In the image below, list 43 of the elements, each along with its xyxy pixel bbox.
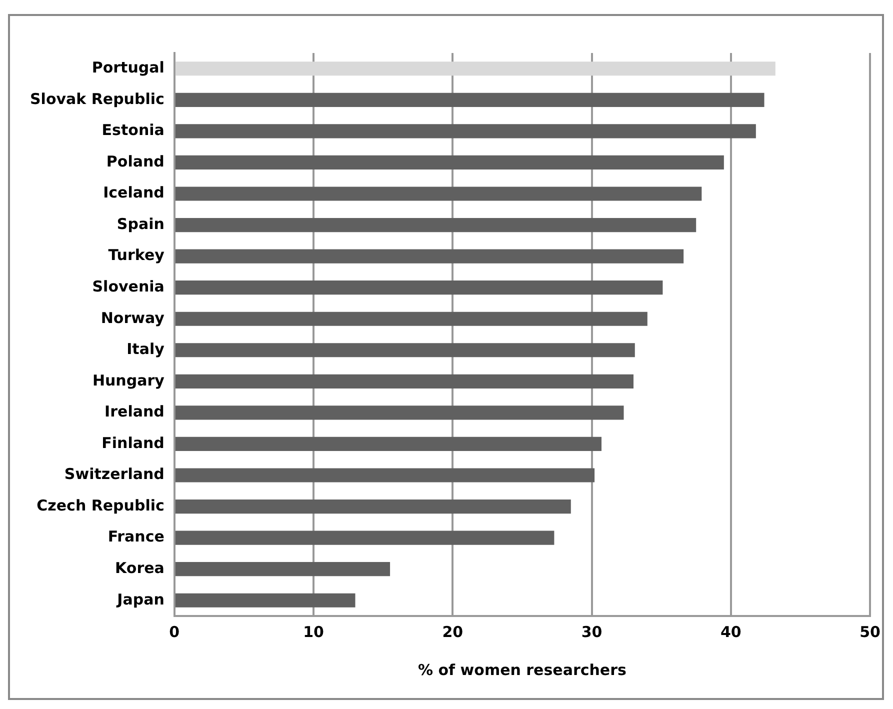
x-tick-label: 10 (303, 622, 324, 641)
y-tick-label: Spain (116, 214, 164, 233)
y-tick-label: Turkey (108, 246, 165, 264)
y-tick-label: Japan (116, 590, 164, 608)
y-tick-label: Estonia (102, 121, 164, 140)
bar (175, 530, 554, 545)
bar (175, 312, 648, 326)
bar (175, 374, 634, 388)
x-tick-label: 0 (169, 622, 180, 641)
x-axis-title: % of women researchers (418, 660, 626, 679)
y-tick-label: Portugal (92, 58, 164, 77)
bar (175, 562, 390, 576)
bar (175, 406, 624, 420)
y-tick-label: Korea (115, 558, 164, 577)
bar (175, 468, 595, 482)
bar (175, 593, 356, 608)
y-tick-label: Slovenia (92, 277, 164, 296)
y-tick-label: Switzerland (64, 465, 164, 484)
bar (175, 92, 764, 107)
bar (175, 249, 684, 264)
y-tick-label: Poland (106, 152, 164, 170)
bar (175, 218, 696, 232)
bar (175, 186, 702, 201)
y-tick-label: Italy (126, 340, 165, 358)
x-tick-label: 30 (581, 622, 602, 641)
bar (175, 280, 663, 295)
bar (175, 499, 571, 514)
bar (175, 343, 635, 358)
bar (175, 155, 724, 170)
bar (175, 436, 602, 452)
bar (175, 124, 756, 138)
y-tick-label: Norway (100, 308, 165, 327)
bar (175, 62, 776, 76)
y-tick-label: Ireland (104, 402, 164, 421)
x-tick-label: 40 (720, 622, 742, 641)
y-tick-label: Hungary (92, 371, 165, 390)
x-tick-label: 20 (442, 622, 464, 641)
y-tick-label: Slovak Republic (30, 90, 164, 108)
x-tick-label: 50 (860, 622, 880, 641)
y-tick-label: Czech Republic (36, 496, 164, 514)
y-tick-label: Iceland (103, 184, 164, 202)
y-tick-label: Finland (102, 434, 164, 452)
y-tick-label: France (108, 528, 164, 546)
